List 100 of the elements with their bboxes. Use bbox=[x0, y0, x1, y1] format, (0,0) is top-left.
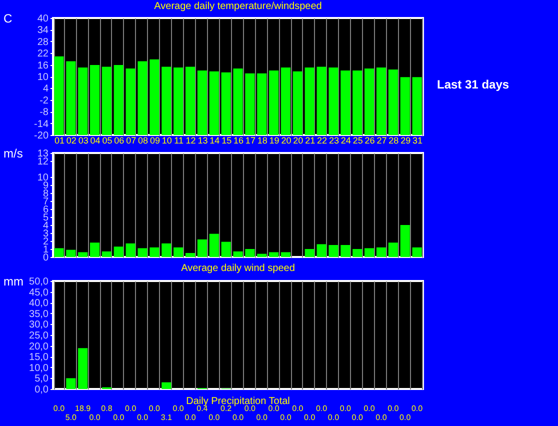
bar bbox=[400, 225, 410, 257]
bar bbox=[90, 64, 100, 135]
x-tick-label: 23 bbox=[328, 136, 339, 146]
bar bbox=[352, 249, 362, 257]
bar bbox=[257, 254, 267, 257]
bar bbox=[197, 239, 207, 257]
data-label: 5.0 bbox=[65, 413, 78, 422]
x-tick-label: 13 bbox=[198, 136, 208, 146]
data-label: 0.0 bbox=[244, 404, 256, 413]
x-tick-label: 17 bbox=[245, 136, 256, 146]
bar bbox=[162, 66, 172, 135]
x-tick-label: 29 bbox=[400, 136, 411, 146]
bar bbox=[340, 245, 350, 257]
x-tick-label: 20 bbox=[293, 136, 304, 146]
x-tick-label: 18 bbox=[257, 136, 268, 146]
bar bbox=[304, 68, 314, 135]
data-label: 0.0 bbox=[232, 413, 244, 422]
bar bbox=[174, 68, 184, 135]
data-label: 18.9 bbox=[75, 404, 92, 413]
data-label: 0.8 bbox=[101, 404, 113, 413]
y-tick-label: 15,0 bbox=[29, 352, 49, 364]
y-tick-label: 10,0 bbox=[29, 362, 49, 374]
chart-title: Average daily temperature/windspeed bbox=[154, 1, 322, 12]
y-tick-label: -14 bbox=[34, 118, 49, 130]
y-axis-title: m/s bbox=[4, 146, 23, 160]
bar bbox=[54, 56, 64, 135]
data-label: 0.0 bbox=[304, 413, 316, 422]
bar bbox=[364, 68, 374, 135]
data-label: 0.0 bbox=[328, 413, 340, 422]
y-tick-label: -2 bbox=[40, 95, 49, 106]
y-tick-label: 34 bbox=[37, 25, 49, 36]
x-tick-label: 27 bbox=[376, 136, 387, 146]
bar bbox=[209, 234, 219, 257]
bar bbox=[280, 68, 291, 135]
bar bbox=[150, 59, 160, 135]
bar bbox=[292, 71, 302, 135]
bar bbox=[245, 249, 255, 257]
y-tick-label: 35,0 bbox=[29, 308, 49, 320]
x-tick-label: 14 bbox=[210, 136, 220, 146]
bar bbox=[150, 247, 160, 257]
x-tick-label: 01 bbox=[54, 136, 64, 146]
bar bbox=[328, 245, 338, 257]
x-tick-label: 26 bbox=[364, 136, 375, 146]
bar bbox=[364, 248, 374, 257]
x-tick-label: 31 bbox=[412, 136, 423, 146]
data-label: 0.0 bbox=[89, 413, 101, 422]
bar bbox=[114, 64, 124, 135]
y-axis-title: mm bbox=[4, 274, 24, 288]
y-tick-label: 4 bbox=[42, 84, 49, 95]
y-tick-label: 50,0 bbox=[29, 276, 49, 288]
y-tick-label: 0,0 bbox=[34, 384, 49, 396]
y-tick-label: 25,0 bbox=[29, 330, 49, 342]
bar bbox=[209, 71, 219, 135]
x-tick-label: 22 bbox=[317, 136, 328, 146]
x-tick-label: 21 bbox=[305, 136, 316, 146]
x-tick-label: 06 bbox=[114, 136, 124, 146]
data-label: 0.0 bbox=[208, 413, 220, 422]
data-label: 0.0 bbox=[292, 404, 304, 413]
data-label: 0.0 bbox=[148, 404, 161, 413]
bar bbox=[316, 244, 326, 257]
x-tick-label: 03 bbox=[78, 136, 88, 146]
bar bbox=[352, 70, 362, 135]
y-tick-label: 28 bbox=[37, 36, 49, 48]
data-label: 0.0 bbox=[400, 413, 412, 422]
y-tick-label: 12 bbox=[37, 156, 49, 168]
bar bbox=[280, 252, 291, 257]
data-label: 3.1 bbox=[160, 413, 172, 422]
x-tick-label: 02 bbox=[66, 136, 76, 146]
bar bbox=[174, 247, 184, 257]
bar bbox=[269, 252, 279, 257]
y-tick-label: 10 bbox=[37, 72, 49, 83]
bar bbox=[245, 73, 255, 135]
data-label: 0.2 bbox=[220, 404, 232, 413]
bar bbox=[412, 247, 422, 257]
bar bbox=[412, 77, 422, 135]
x-tick-label: 08 bbox=[138, 136, 148, 146]
data-label: 0.0 bbox=[340, 404, 352, 413]
y-tick-label: 0 bbox=[42, 252, 49, 264]
data-label: 0.0 bbox=[184, 413, 196, 422]
y-tick-label: 45,0 bbox=[29, 287, 49, 298]
bar bbox=[138, 61, 148, 135]
bar bbox=[54, 248, 64, 257]
bar bbox=[269, 70, 279, 135]
x-tick-label: 28 bbox=[388, 136, 399, 146]
data-label: 0.0 bbox=[364, 404, 376, 413]
bar bbox=[376, 68, 386, 135]
x-tick-label: 11 bbox=[174, 136, 184, 146]
bar bbox=[233, 68, 243, 135]
bar bbox=[185, 66, 196, 135]
bar bbox=[138, 248, 148, 257]
y-tick-label: -8 bbox=[40, 107, 49, 118]
y-tick-label: 30,0 bbox=[29, 320, 49, 331]
bar bbox=[388, 242, 398, 257]
text: Last 31 days bbox=[437, 78, 510, 92]
bar bbox=[197, 70, 207, 135]
bar bbox=[221, 72, 231, 135]
bar bbox=[257, 73, 267, 135]
y-tick-label: 16 bbox=[37, 60, 49, 72]
y-tick-label: 5,0 bbox=[34, 374, 49, 385]
y-tick-label: 20,0 bbox=[29, 341, 49, 352]
